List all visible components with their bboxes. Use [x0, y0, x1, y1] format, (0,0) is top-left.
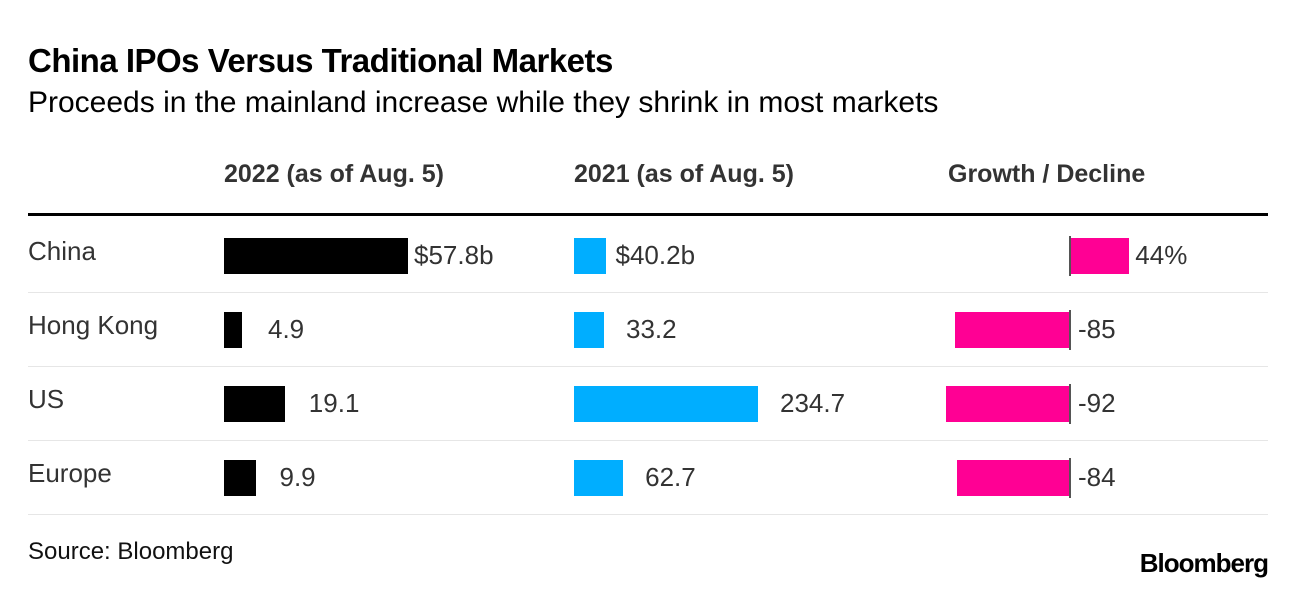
bar-growth	[1070, 238, 1130, 274]
bar-2021	[574, 386, 758, 422]
bar-2021	[574, 312, 604, 348]
row-divider	[28, 292, 1268, 293]
growth-axis-line	[1069, 310, 1071, 350]
value-2022: $57.8b	[414, 240, 494, 270]
bar-2022	[224, 238, 408, 274]
header-rule	[28, 213, 1268, 216]
value-2021: 234.7	[780, 388, 846, 418]
column-header-growth: Growth / Decline	[948, 160, 1146, 188]
bar-2021	[574, 460, 624, 496]
row-divider	[28, 366, 1268, 367]
column-header-2022: 2022 (as of Aug. 5)	[224, 160, 444, 188]
row-divider	[28, 440, 1268, 441]
bloomberg-logo: Bloomberg	[1139, 548, 1269, 578]
bar-growth	[955, 312, 1070, 348]
growth-axis-line	[1069, 384, 1071, 424]
chart-subtitle: Proceeds in the mainland increase while …	[28, 86, 939, 119]
value-2021: 33.2	[626, 314, 677, 344]
chart-title: China IPOs Versus Traditional Markets	[28, 42, 613, 79]
value-2021: 62.7	[645, 462, 696, 492]
bar-2021	[574, 238, 606, 274]
column-header-2021: 2021 (as of Aug. 5)	[574, 160, 794, 188]
value-2021: $40.2b	[615, 240, 696, 270]
row-label: Hong Kong	[28, 310, 159, 340]
bar-2022	[224, 386, 285, 422]
source-note: Source: Bloomberg	[28, 538, 234, 565]
value-growth: -84	[1078, 462, 1116, 492]
bar-growth	[946, 386, 1070, 422]
bar-2022	[224, 312, 242, 348]
growth-axis-line	[1069, 458, 1071, 498]
value-growth: 44%	[1135, 240, 1188, 270]
value-growth: -85	[1078, 314, 1116, 344]
row-label: US	[28, 384, 65, 414]
bar-2022	[224, 460, 256, 496]
row-label: Europe	[28, 458, 112, 488]
value-growth: -92	[1078, 388, 1116, 418]
bar-growth	[956, 460, 1070, 496]
value-2022: 9.9	[279, 462, 316, 492]
value-2022: 4.9	[268, 314, 305, 344]
growth-axis-line	[1069, 236, 1071, 276]
value-2022: 19.1	[308, 388, 360, 418]
row-label: China	[28, 236, 96, 266]
row-divider	[28, 514, 1268, 515]
